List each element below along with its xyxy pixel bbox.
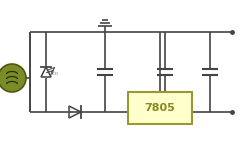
Circle shape (0, 64, 26, 92)
Text: 7805: 7805 (145, 103, 175, 113)
Text: LED: LED (51, 72, 59, 76)
FancyBboxPatch shape (128, 92, 192, 124)
